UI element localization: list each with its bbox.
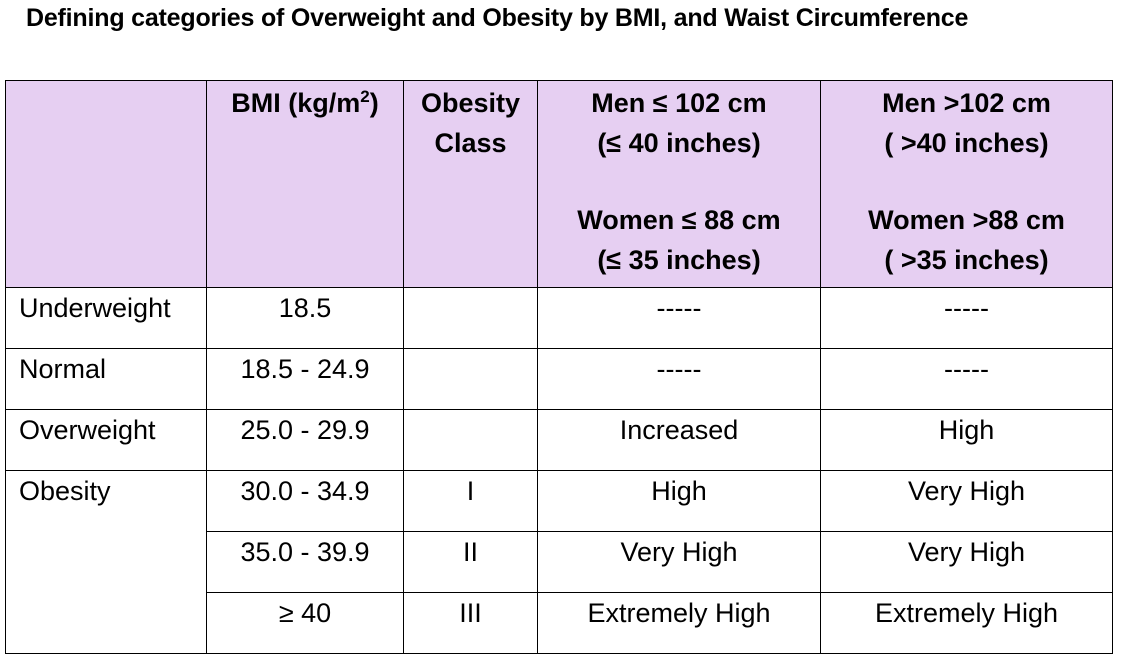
header-low-waist-men-line1: Men ≤ 102 cm: [591, 88, 767, 118]
header-low-waist-women-line2: (≤ 35 inches): [597, 245, 761, 275]
header-obesity-class-line2: Class: [434, 128, 507, 158]
header-low-waist-men-line2: (≤ 40 inches): [597, 128, 761, 158]
high-waist-risk-cell: Extremely High: [820, 592, 1113, 654]
header-high-waist: Men >102 cm ( >40 inches) Women >88 cm (…: [820, 80, 1113, 288]
header-bmi: BMI (kg/m2): [206, 80, 404, 288]
bmi-waist-table: BMI (kg/m2) Obesity Class Men ≤ 102 cm (…: [5, 80, 1113, 654]
low-waist-risk-cell: -----: [537, 287, 821, 349]
high-waist-risk-cell: -----: [820, 287, 1113, 349]
obesity-class-cell: [403, 348, 538, 410]
header-bmi-close: ): [369, 88, 379, 118]
header-bmi-sup: 2: [360, 87, 370, 106]
obesity-class-cell: I: [403, 470, 538, 532]
bmi-cell: ≥ 40: [206, 592, 404, 654]
category-cell: Underweight: [5, 287, 207, 349]
header-obesity-class: Obesity Class: [403, 80, 538, 288]
header-bmi-label: BMI (kg/m: [231, 88, 361, 118]
obesity-class-cell: II: [403, 531, 538, 593]
table-header-row: BMI (kg/m2) Obesity Class Men ≤ 102 cm (…: [5, 80, 1113, 288]
low-waist-risk-cell: Very High: [537, 531, 821, 593]
category-cell-obesity: Obesity: [5, 470, 207, 654]
header-low-waist-women-line1: Women ≤ 88 cm: [577, 205, 781, 235]
high-waist-risk-cell: -----: [820, 348, 1113, 410]
header-high-waist-men-line2: ( >40 inches): [884, 128, 1049, 158]
bmi-cell: 30.0 - 34.9: [206, 470, 404, 532]
high-waist-risk-cell: Very High: [820, 531, 1113, 593]
header-high-waist-women-line2: ( >35 inches): [884, 245, 1049, 275]
obesity-class-cell: III: [403, 592, 538, 654]
table-row: Overweight 25.0 - 29.9 Increased High: [5, 409, 1113, 471]
bmi-cell: 18.5 - 24.9: [206, 348, 404, 410]
low-waist-risk-cell: High: [537, 470, 821, 532]
obesity-class-cell: [403, 287, 538, 349]
obesity-class-cell: [403, 409, 538, 471]
table-row: Obesity 30.0 - 34.9 I High Very High: [5, 470, 1113, 654]
bmi-cell: 18.5: [206, 287, 404, 349]
table-row: ≥ 40 III Extremely High Extremely High: [6, 592, 1113, 654]
low-waist-risk-cell: Increased: [537, 409, 821, 471]
bmi-cell: 25.0 - 29.9: [206, 409, 404, 471]
header-obesity-class-line1: Obesity: [420, 88, 521, 118]
category-cell: Normal: [5, 348, 207, 410]
header-high-waist-men-line1: Men >102 cm: [882, 88, 1051, 118]
high-waist-risk-cell: High: [820, 409, 1113, 471]
table-row: Underweight 18.5 ----- -----: [5, 287, 1113, 349]
low-waist-risk-cell: Extremely High: [537, 592, 821, 654]
category-cell: Overweight: [5, 409, 207, 471]
bmi-cell: 35.0 - 39.9: [206, 531, 404, 593]
page-title: Defining categories of Overweight and Ob…: [26, 4, 969, 32]
table-row: 35.0 - 39.9 II Very High Very High: [6, 531, 1113, 593]
header-low-waist: Men ≤ 102 cm (≤ 40 inches) Women ≤ 88 cm…: [537, 80, 821, 288]
table-row: Normal 18.5 - 24.9 ----- -----: [5, 348, 1113, 410]
high-waist-risk-cell: Very High: [820, 470, 1113, 532]
header-high-waist-women-line1: Women >88 cm: [868, 205, 1065, 235]
header-blank-cell: [5, 80, 207, 288]
low-waist-risk-cell: -----: [537, 348, 821, 410]
